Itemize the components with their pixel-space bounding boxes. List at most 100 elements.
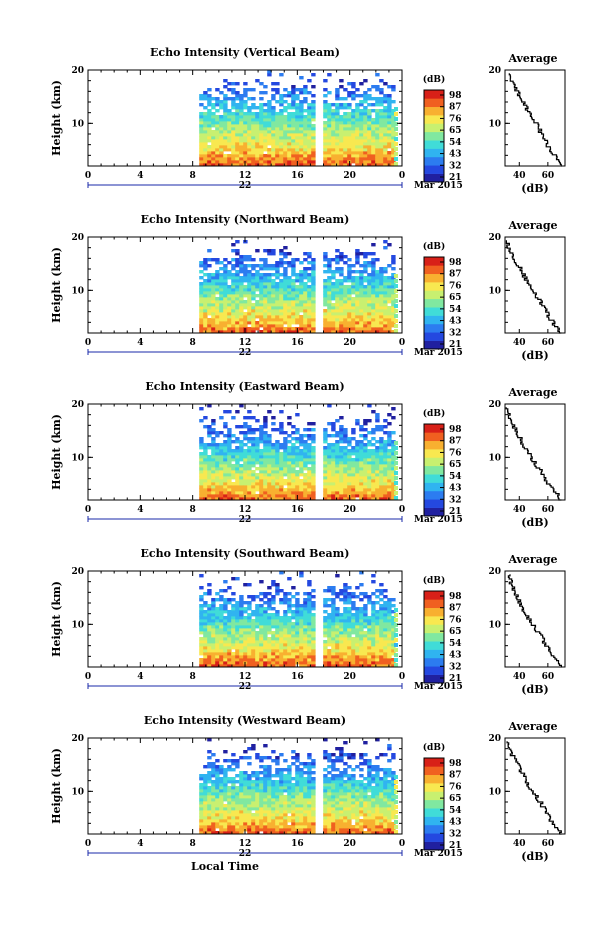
- heatmap-cell: [387, 464, 392, 468]
- heatmap-cell: [351, 300, 356, 304]
- heatmap-cell: [207, 109, 212, 113]
- heatmap-cell: [323, 145, 328, 149]
- heatmap-cell: [275, 303, 280, 307]
- heatmap-cell: [391, 649, 396, 653]
- heatmap-cell: [287, 598, 292, 602]
- heatmap-cell: [375, 297, 380, 301]
- profile-y-tick-label: 10: [488, 286, 501, 296]
- heatmap-cell: [347, 151, 352, 155]
- heatmap-cell: [287, 309, 292, 313]
- heatmap-cell: [231, 264, 236, 268]
- heatmap-cell: [375, 157, 380, 161]
- heatmap-cell: [331, 619, 336, 623]
- heatmap-cell: [259, 282, 264, 286]
- heatmap-cell: [363, 655, 368, 659]
- heatmap-cell: [311, 664, 316, 668]
- heatmap-cell: [379, 297, 384, 301]
- heatmap-cell: [203, 118, 208, 122]
- heatmap-cell: [251, 285, 256, 289]
- heatmap-cell: [255, 139, 260, 143]
- heatmap-cell: [279, 431, 284, 435]
- heatmap-cell: [275, 130, 280, 134]
- heatmap-cell: [335, 488, 340, 492]
- heatmap-cell: [335, 294, 340, 298]
- heatmap-cell: [383, 607, 388, 611]
- heatmap-cell: [199, 774, 204, 778]
- heatmap-cell: [359, 154, 364, 158]
- heatmap-cell: [199, 786, 204, 790]
- heatmap-cell: [387, 100, 392, 104]
- heatmap-cell: [339, 136, 344, 140]
- heatmap-cell: [311, 646, 316, 650]
- heatmap-cell: [323, 649, 328, 653]
- heatmap-cell: [327, 470, 332, 474]
- heatmap-cell: [394, 471, 398, 475]
- heatmap-cell: [335, 285, 340, 289]
- heatmap-cell: [271, 601, 276, 605]
- heatmap-cell: [383, 464, 388, 468]
- heatmap-cell: [299, 610, 304, 614]
- heatmap-cell: [239, 115, 244, 119]
- heatmap-cell: [307, 622, 312, 626]
- heatmap-cell: [267, 321, 272, 325]
- heatmap-cell: [271, 264, 276, 268]
- heatmap-cell: [383, 470, 388, 474]
- heatmap-cell: [383, 461, 388, 465]
- heatmap-cell: [247, 479, 252, 483]
- heatmap-cell: [307, 652, 312, 656]
- heatmap-cell: [211, 813, 216, 817]
- heatmap-cell: [323, 631, 328, 635]
- heatmap-cell: [371, 300, 376, 304]
- heatmap-cell: [247, 440, 252, 444]
- heatmap-cell: [227, 431, 232, 435]
- heatmap-cell: [199, 133, 204, 137]
- colorbar-segment: [424, 632, 444, 642]
- heatmap-cell: [255, 452, 260, 456]
- heatmap-cell: [279, 327, 284, 331]
- heatmap-cell: [243, 285, 248, 289]
- heatmap-cell: [235, 452, 240, 456]
- heatmap-cell: [239, 494, 244, 498]
- heatmap-cell: [343, 118, 348, 122]
- heatmap-cell: [251, 297, 256, 301]
- heatmap-cell: [311, 330, 316, 334]
- heatmap-cell: [199, 142, 204, 146]
- heatmap-cell: [207, 288, 212, 292]
- heatmap-cell: [367, 485, 372, 489]
- heatmap-cell: [267, 664, 272, 668]
- heatmap-cell: [303, 315, 308, 319]
- heatmap-cell: [343, 455, 348, 459]
- heatmap-cell: [343, 297, 348, 301]
- heatmap-cell: [355, 282, 360, 286]
- heatmap-cell: [371, 592, 376, 596]
- heatmap-cell: [255, 273, 260, 277]
- heatmap-cell: [343, 616, 348, 620]
- heatmap-cell: [215, 309, 220, 313]
- heatmap-cell: [223, 315, 228, 319]
- heatmap-cell: [367, 652, 372, 656]
- heatmap-cell: [199, 649, 204, 653]
- heatmap-cell: [235, 309, 240, 313]
- heatmap-cell: [207, 473, 212, 477]
- heatmap-cell: [235, 649, 240, 653]
- heatmap-cell: [287, 321, 292, 325]
- heatmap-cell: [291, 622, 296, 626]
- heatmap-cell: [291, 446, 296, 450]
- heatmap-cell: [391, 446, 396, 450]
- heatmap-cell: [391, 133, 396, 137]
- heatmap-cell: [351, 115, 356, 119]
- heatmap-cell: [259, 640, 264, 644]
- heatmap-cell: [367, 664, 372, 668]
- heatmap-cell: [343, 658, 348, 662]
- heatmap-cell: [327, 625, 332, 629]
- heatmap-cell: [283, 622, 288, 626]
- heatmap-cell: [307, 321, 312, 325]
- heatmap-cell: [335, 270, 340, 274]
- heatmap-cell: [355, 664, 360, 668]
- heatmap-cell: [367, 616, 372, 620]
- heatmap-cell: [287, 291, 292, 295]
- heatmap-cell: [355, 270, 360, 274]
- heatmap-cell: [263, 258, 268, 262]
- heatmap-cell: [343, 631, 348, 635]
- heatmap-cell: [363, 619, 368, 623]
